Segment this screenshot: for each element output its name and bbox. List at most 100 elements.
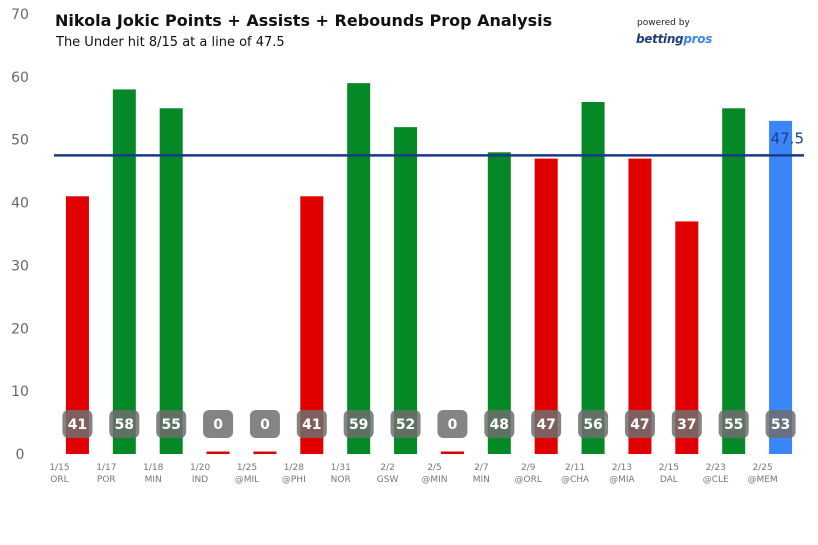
value-badge-bg (343, 410, 374, 438)
bar[interactable] (675, 221, 699, 454)
x-opponent-label: @MEM (747, 475, 777, 485)
value-badge-bg (765, 410, 796, 438)
bar[interactable] (487, 152, 511, 455)
value-label: 55 (161, 417, 180, 433)
value-badge-bg (390, 410, 421, 438)
value-badge-bg (531, 410, 562, 438)
value-label: 55 (724, 417, 743, 433)
x-date-label: 2/2 (380, 463, 394, 473)
x-date-label: 2/11 (565, 463, 585, 473)
x-opponent-label: DAL (660, 475, 678, 485)
bar[interactable] (65, 196, 89, 455)
value-badge-bg (249, 410, 280, 438)
value-badge: 55 (718, 410, 749, 438)
value-badge: 0 (203, 410, 234, 438)
x-date-label: 1/18 (143, 463, 163, 473)
bar[interactable] (769, 120, 793, 454)
value-label: 52 (396, 417, 415, 433)
x-date-label: 2/9 (521, 463, 536, 473)
x-date-label: 2/13 (612, 463, 632, 473)
value-badge-bg (484, 410, 515, 438)
y-tick-label: 50 (11, 133, 29, 149)
x-date-label: 1/20 (190, 463, 210, 473)
value-badge-bg (624, 410, 655, 438)
value-label: 41 (302, 417, 321, 433)
value-badge: 47 (624, 410, 655, 438)
value-label: 58 (115, 417, 134, 433)
value-label: 41 (68, 417, 87, 433)
value-badge: 47 (531, 410, 562, 438)
value-badge: 41 (62, 410, 93, 438)
value-badge-bg (437, 410, 468, 438)
value-label: 0 (260, 417, 270, 433)
bar[interactable] (112, 89, 136, 454)
y-tick-label: 30 (11, 258, 29, 274)
brand-main-text: betting (636, 32, 684, 46)
x-date-label: 1/25 (237, 463, 257, 473)
x-opponent-label: POR (97, 475, 116, 485)
x-opponent-label: ORL (50, 475, 68, 485)
bar[interactable] (253, 451, 277, 455)
value-badge: 48 (484, 410, 515, 438)
value-badge: 55 (156, 410, 187, 438)
value-badge-bg (296, 410, 327, 438)
powered-by-label: powered by (637, 18, 690, 28)
y-tick-label: 20 (11, 321, 29, 337)
x-opponent-label: @ORL (515, 475, 542, 485)
value-badge: 53 (765, 410, 796, 438)
value-badge: 56 (578, 410, 609, 438)
value-badge: 37 (671, 410, 702, 438)
value-badge-bg (578, 410, 609, 438)
value-label: 47 (630, 417, 649, 433)
value-badge: 0 (437, 410, 468, 438)
value-label: 56 (583, 417, 602, 433)
value-badge-bg (109, 410, 140, 438)
value-badge: 52 (390, 410, 421, 438)
x-date-label: 1/28 (284, 463, 304, 473)
y-tick-label: 0 (16, 447, 25, 463)
value-badge-bg (718, 410, 749, 438)
value-label: 37 (677, 417, 696, 433)
bar[interactable] (440, 451, 464, 455)
x-date-label: 1/31 (331, 463, 351, 473)
x-opponent-label: @CLE (703, 475, 729, 485)
bar[interactable] (300, 196, 324, 455)
value-badge-bg (671, 410, 702, 438)
value-label: 0 (213, 417, 223, 433)
x-date-label: 2/23 (706, 463, 726, 473)
x-date-label: 2/5 (427, 463, 441, 473)
bar[interactable] (581, 102, 605, 454)
chart-subtitle: The Under hit 8/15 at a line of 47.5 (56, 35, 285, 50)
bar[interactable] (394, 127, 418, 455)
value-badge: 41 (296, 410, 327, 438)
bar[interactable] (534, 158, 558, 455)
x-opponent-label: IND (192, 475, 208, 485)
y-tick-label: 10 (11, 384, 29, 400)
bar[interactable] (206, 451, 230, 455)
value-label: 0 (448, 417, 458, 433)
y-tick-label: 70 (11, 7, 29, 23)
x-opponent-label: MIN (473, 475, 490, 485)
x-opponent-label: GSW (377, 475, 399, 485)
bettingpros-logo[interactable]: bettingpros (636, 32, 712, 46)
value-badge-bg (62, 410, 93, 438)
x-opponent-label: @CHA (561, 475, 590, 485)
value-badge: 58 (109, 410, 140, 438)
value-badge: 59 (343, 410, 374, 438)
bar[interactable] (628, 158, 652, 455)
bar[interactable] (722, 108, 746, 455)
x-date-label: 2/25 (752, 463, 772, 473)
y-tick-label: 60 (11, 70, 29, 86)
y-tick-label: 40 (11, 196, 29, 212)
value-label: 47 (536, 417, 555, 433)
x-date-label: 2/7 (474, 463, 488, 473)
value-badge-bg (156, 410, 187, 438)
bar[interactable] (347, 83, 371, 455)
value-badge-bg (203, 410, 234, 438)
value-badge: 0 (249, 410, 280, 438)
value-label: 53 (771, 417, 790, 433)
chart-title: Nikola Jokic Points + Assists + Rebounds… (55, 11, 553, 30)
value-label: 48 (490, 417, 509, 433)
bar[interactable] (159, 108, 183, 455)
